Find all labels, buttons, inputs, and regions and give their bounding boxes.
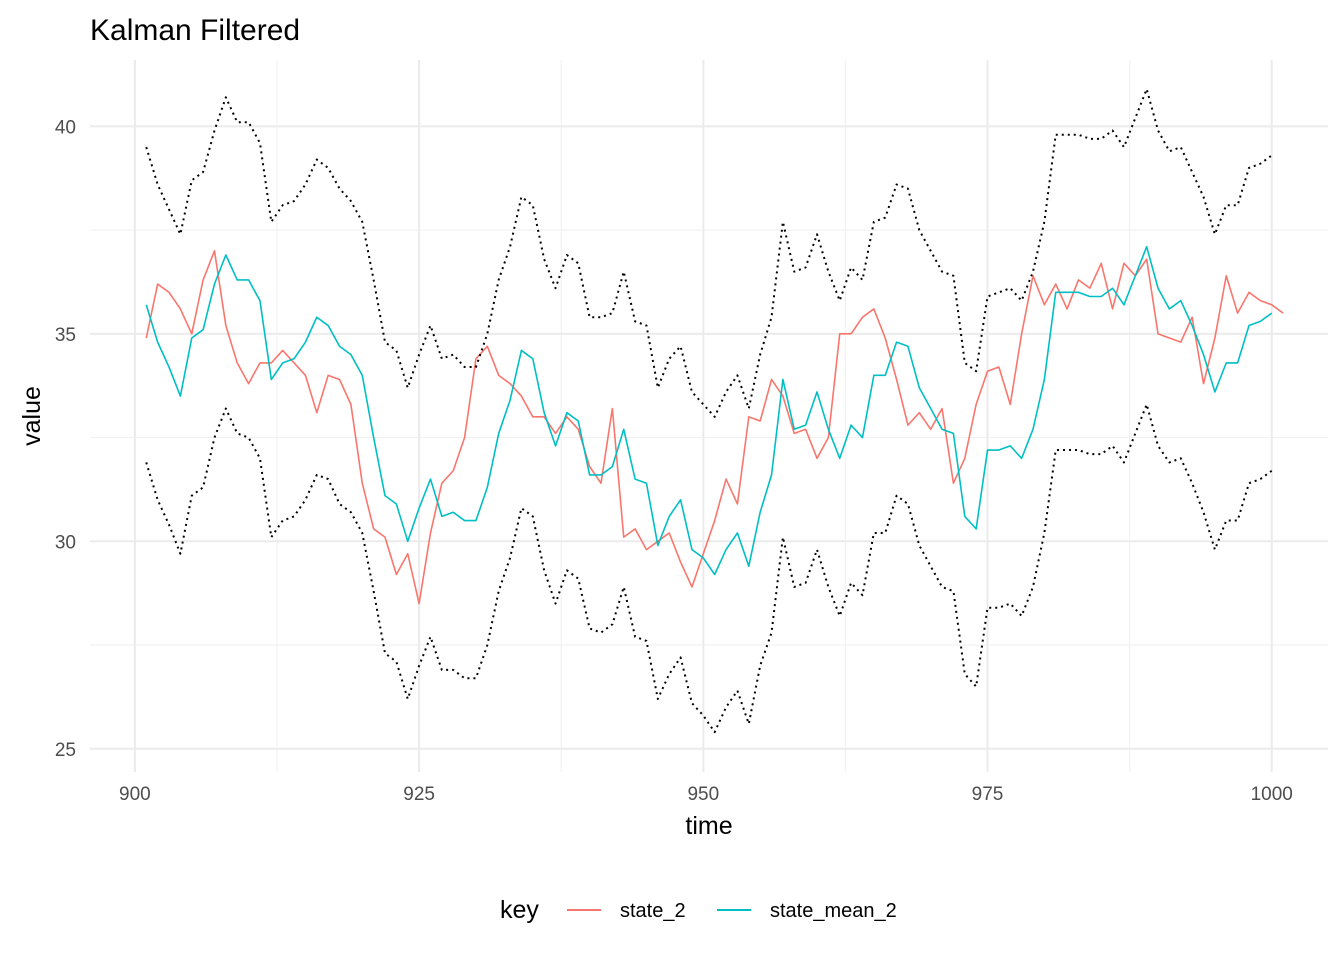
legend-title: key: [500, 896, 539, 924]
series-line-state-2: [145, 250, 1284, 605]
x-axis-title: time: [685, 812, 732, 840]
y-tick-label: 30: [55, 532, 76, 553]
x-tick-label: 925: [403, 784, 435, 805]
x-tick-label: 975: [972, 784, 1004, 805]
legend-label-state-mean-2: state_mean_2: [770, 900, 897, 922]
x-tick-label: 1000: [1251, 784, 1293, 805]
grid-layer: [90, 60, 1328, 772]
series-layer: [145, 88, 1284, 734]
lower-bound-line: [145, 403, 1273, 734]
tick-layer: 900 925 950 975 1000 25 30 35 40: [55, 117, 1293, 805]
upper-bound-line: [145, 88, 1273, 418]
x-tick-label: 900: [119, 784, 151, 805]
series-line-state-mean-2: [145, 245, 1273, 576]
y-tick-label: 35: [55, 325, 76, 346]
legend: key state_2 state_mean_2: [500, 896, 897, 924]
y-axis-title: value: [18, 386, 46, 446]
x-tick-label: 950: [687, 784, 719, 805]
y-tick-label: 40: [55, 117, 76, 138]
chart-title: Kalman Filtered: [90, 14, 300, 47]
legend-label-state-2: state_2: [620, 900, 686, 922]
y-tick-label: 25: [55, 740, 76, 761]
